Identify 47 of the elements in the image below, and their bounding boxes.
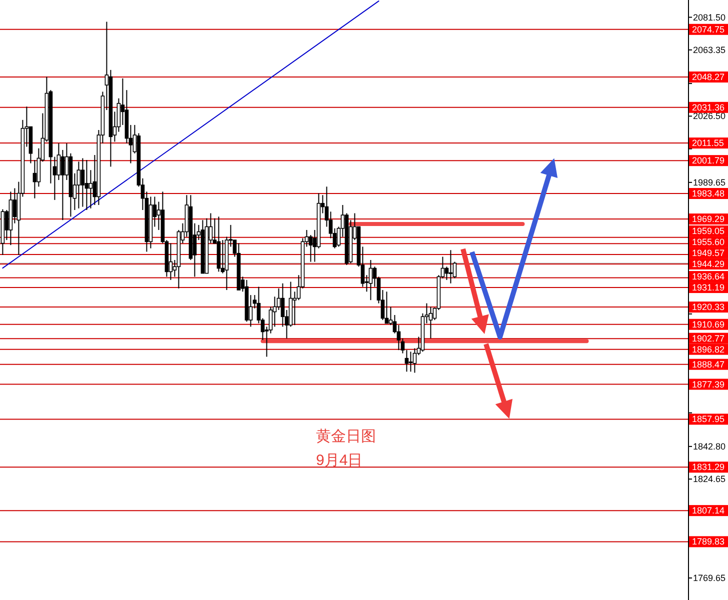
candlestick (60, 149, 65, 221)
candlestick (168, 242, 173, 280)
candlestick (368, 259, 373, 301)
ref-line-label: 1944.29 (692, 258, 725, 269)
ref-line-label: 1959.05 (692, 226, 725, 236)
candlestick (428, 306, 433, 339)
y-tick-label: 2081.50 (693, 12, 726, 22)
ref-line-label: 2074.75 (692, 24, 725, 34)
ref-line-label: 2001.79 (692, 156, 725, 166)
ref-line-label: 1936.64 (692, 272, 725, 282)
candlestick (84, 160, 89, 211)
ref-line-label: 1896.82 (692, 344, 725, 354)
candlestick (88, 170, 93, 209)
ref-line-label: 1910.69 (692, 319, 725, 330)
ref-line-label: 1789.83 (692, 536, 725, 547)
candlestick (32, 160, 37, 199)
ref-line-label: 1969.29 (692, 214, 725, 224)
ref-line-label: 1807.14 (692, 506, 725, 516)
ref-line-label: 1888.47 (692, 359, 725, 370)
candlestick (76, 161, 81, 209)
candlestick (384, 291, 389, 324)
y-tick-label: 1824.65 (693, 474, 726, 484)
ref-line-label: 1949.57 (692, 248, 725, 258)
annotation: 9月4日 (316, 452, 363, 469)
y-tick-label: 2026.50 (693, 111, 726, 122)
y-tick-label: 1989.65 (693, 177, 726, 188)
y-tick-label: 2063.35 (693, 44, 726, 55)
ref-line-label: 1955.60 (692, 236, 725, 247)
ref-line-label: 1877.39 (692, 379, 725, 390)
candlestick (52, 156, 57, 200)
ref-line-label: 2031.36 (692, 102, 725, 112)
ref-line-label: 1983.48 (692, 188, 725, 199)
y-tick-label: 1769.65 (693, 572, 726, 583)
candlestick (396, 324, 401, 351)
ref-line-label: 1831.29 (692, 462, 725, 472)
candlestick (448, 250, 453, 284)
candlestick (408, 351, 413, 372)
ref-line-label: 2011.55 (692, 138, 724, 148)
candlestick (80, 158, 85, 208)
ref-line-label: 1857.95 (692, 414, 725, 424)
ref-line-label: 1920.33 (692, 302, 725, 312)
ref-line-label: 2048.27 (692, 72, 725, 82)
annotation: 黄金日图 (316, 428, 376, 445)
candlestick (452, 261, 457, 279)
y-tick-label: 1842.80 (693, 441, 726, 452)
ref-line-label: 1931.19 (692, 282, 725, 293)
ref-line-label: 1902.77 (692, 333, 725, 344)
